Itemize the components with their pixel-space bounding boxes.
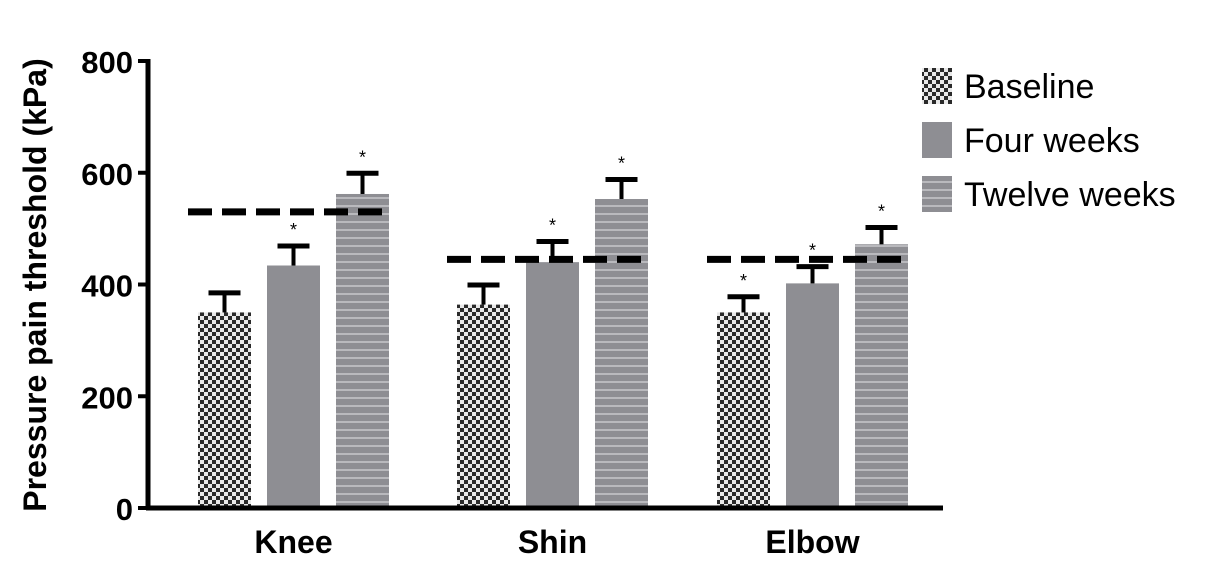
significance-marker: * <box>290 220 297 240</box>
significance-marker: * <box>359 147 366 167</box>
significance-marker: * <box>740 271 747 291</box>
bar <box>457 304 510 508</box>
legend-swatch <box>922 122 952 158</box>
y-tick-label: 800 <box>81 45 133 80</box>
y-axis-ticks: 0 200 400 600 800 <box>81 45 148 527</box>
plot-area: * * * * * * * <box>188 147 910 509</box>
bar <box>267 265 320 508</box>
significance-marker: * <box>809 241 816 261</box>
y-tick-label: 0 <box>116 492 133 527</box>
y-tick-label: 400 <box>81 269 133 304</box>
x-tick-label: Knee <box>254 524 332 560</box>
y-axis-title: Pressure pain threshold (kPa) <box>17 58 53 511</box>
bar <box>336 193 389 509</box>
bar <box>786 283 839 508</box>
legend-label: Baseline <box>964 68 1094 106</box>
bar <box>595 199 648 509</box>
legend: Baseline Four weeks Twelve weeks <box>922 68 1176 214</box>
bar <box>198 312 251 508</box>
y-tick-label: 200 <box>81 380 133 415</box>
y-tick-label: 600 <box>81 157 133 192</box>
bar <box>526 262 579 508</box>
significance-marker: * <box>618 153 625 173</box>
legend-label: Four weeks <box>964 122 1140 160</box>
legend-label: Twelve weeks <box>964 176 1176 214</box>
legend-swatch <box>922 176 952 212</box>
significance-marker: * <box>878 202 885 222</box>
x-tick-label: Elbow <box>765 524 859 560</box>
x-tick-label: Shin <box>518 524 587 560</box>
bar <box>855 244 908 508</box>
bar <box>717 312 770 508</box>
legend-swatch <box>922 68 952 104</box>
significance-marker: * <box>549 215 556 235</box>
x-axis-ticks: Knee Shin Elbow <box>254 524 859 560</box>
